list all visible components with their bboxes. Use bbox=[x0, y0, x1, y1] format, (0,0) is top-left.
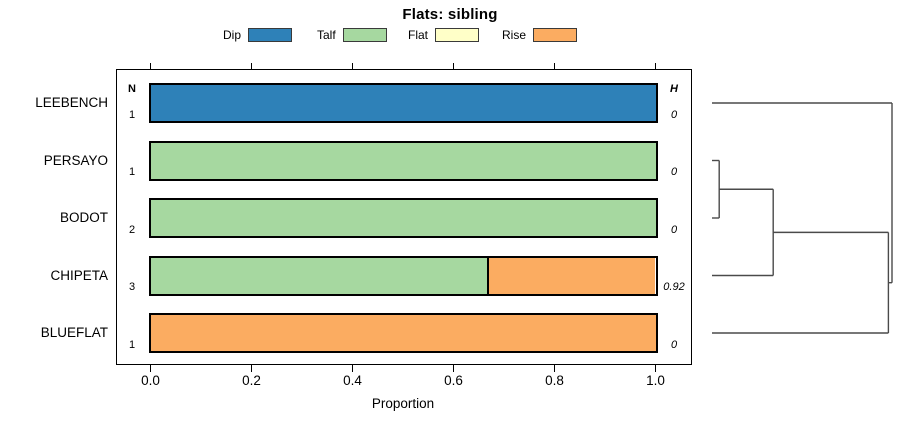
legend-item-dip: Dip bbox=[223, 27, 293, 43]
x-tick-label: 0.8 bbox=[545, 373, 564, 388]
bar-chipeta bbox=[148, 255, 658, 296]
x-axis-title: Proportion bbox=[371, 396, 435, 411]
n-column-header: N bbox=[128, 83, 136, 95]
x-tick-label: 0.6 bbox=[444, 373, 463, 388]
h-column-header: H bbox=[670, 83, 678, 95]
x-tick-label: 1.0 bbox=[646, 373, 665, 388]
n-value: 1 bbox=[128, 338, 136, 351]
x-tick-top bbox=[452, 62, 455, 69]
legend-item-rise: Rise bbox=[502, 27, 578, 43]
legend-swatch-rise-icon bbox=[533, 28, 578, 42]
x-tick-top bbox=[149, 62, 152, 69]
n-value: 1 bbox=[128, 166, 136, 178]
legend-label: Rise bbox=[502, 28, 527, 42]
n-value: 1 bbox=[128, 108, 136, 121]
x-tick-top bbox=[351, 62, 354, 69]
x-tick-label: 0.2 bbox=[242, 373, 261, 388]
legend-swatch-flat-icon bbox=[435, 28, 480, 42]
n-value: 3 bbox=[128, 281, 136, 293]
x-tick-bottom bbox=[250, 365, 253, 372]
legend-item-talf: Talf bbox=[317, 27, 387, 43]
legend-item-flat: Flat bbox=[408, 27, 480, 43]
x-tick-bottom bbox=[351, 365, 354, 372]
bar-segment-talf bbox=[150, 142, 656, 179]
category-label-bodot: BODOT bbox=[59, 210, 108, 225]
bar-segment-dip bbox=[150, 85, 656, 121]
legend-label: Talf bbox=[317, 28, 336, 42]
x-tick-bottom bbox=[149, 365, 152, 372]
plot-area: N H 1 0 1 0 2 0 3 0.92 1 0 bbox=[116, 69, 692, 365]
h-value: 0 bbox=[670, 223, 678, 236]
x-tick-top bbox=[654, 62, 657, 69]
bar-segment-talf bbox=[150, 257, 488, 294]
legend-swatch-talf-icon bbox=[342, 28, 387, 42]
x-tick-bottom bbox=[654, 365, 657, 372]
bar-segment-rise bbox=[150, 315, 656, 351]
bar-leebench bbox=[148, 83, 658, 123]
h-value: 0 bbox=[670, 166, 678, 178]
legend-label: Flat bbox=[408, 28, 429, 42]
bar-bodot bbox=[148, 198, 658, 238]
x-tick-top bbox=[250, 62, 253, 69]
x-tick-label: 0.4 bbox=[343, 373, 362, 388]
bar-segment-rise bbox=[487, 257, 656, 294]
category-label-leebench: LEEBENCH bbox=[35, 95, 108, 110]
bar-blueflat bbox=[148, 313, 658, 353]
x-tick-label: 0.0 bbox=[141, 373, 160, 388]
bar-segment-talf bbox=[150, 200, 656, 236]
h-value: 0 bbox=[670, 108, 678, 121]
chart-title: Flats: sibling bbox=[402, 6, 498, 23]
category-label-chipeta: CHIPETA bbox=[50, 267, 108, 283]
h-value: 0 bbox=[670, 338, 678, 351]
category-label-blueflat: BLUEFLAT bbox=[40, 325, 108, 340]
legend-label: Dip bbox=[223, 28, 242, 42]
x-tick-bottom bbox=[553, 365, 556, 372]
category-label-persayo: PERSAYO bbox=[43, 152, 108, 168]
n-value: 2 bbox=[128, 223, 136, 236]
legend-swatch-dip-icon bbox=[248, 28, 293, 42]
h-value: 0.92 bbox=[663, 281, 685, 293]
bar-persayo bbox=[148, 140, 658, 181]
x-tick-top bbox=[553, 62, 556, 69]
x-tick-bottom bbox=[452, 365, 455, 372]
